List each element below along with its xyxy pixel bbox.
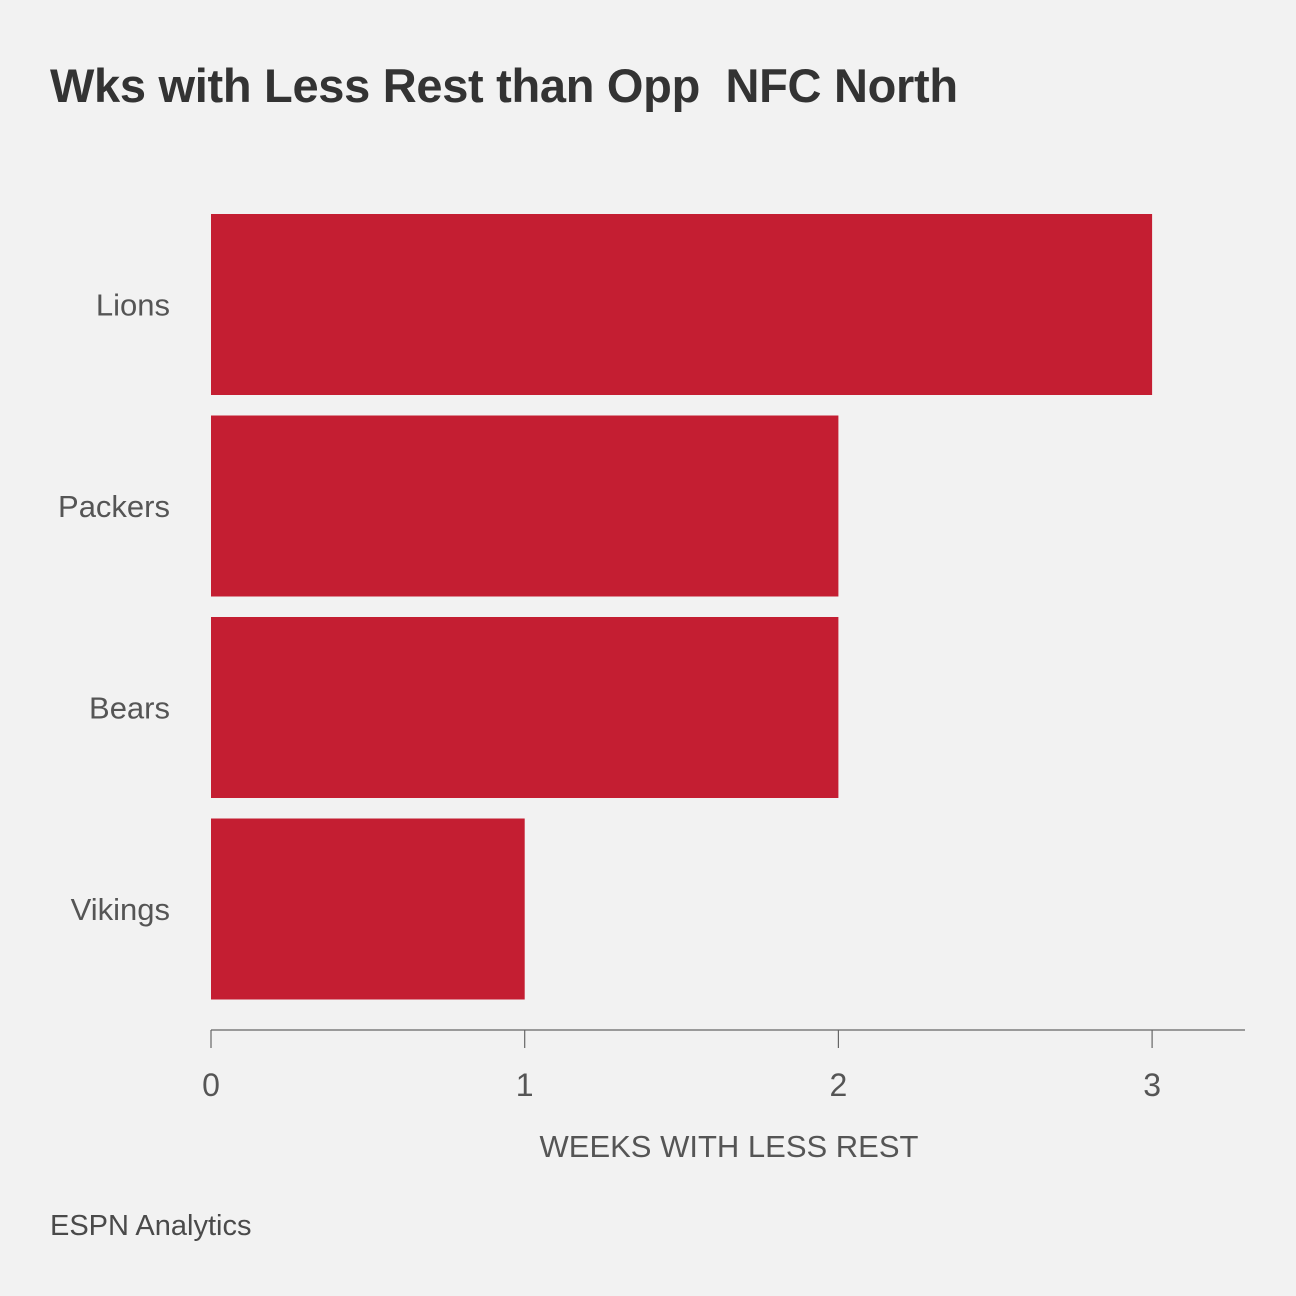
category-label-vikings: Vikings: [71, 892, 170, 927]
bar-vikings: [211, 818, 525, 1000]
chart-title: Wks with Less Rest than Opp NFC North: [50, 59, 958, 112]
x-tick-label: 0: [202, 1067, 220, 1103]
x-tick-label: 3: [1143, 1067, 1161, 1103]
source-note: ESPN Analytics: [50, 1210, 252, 1242]
category-label-bears: Bears: [89, 691, 170, 726]
category-label-packers: Packers: [58, 489, 170, 524]
x-tick-label: 1: [516, 1067, 534, 1103]
bar-lions: [211, 214, 1153, 395]
x-axis-title: WEEKS WITH LESS REST: [540, 1129, 919, 1164]
bars-layer: [211, 214, 1153, 1000]
x-tick-label: 2: [830, 1067, 848, 1103]
bar-packers: [211, 415, 839, 597]
category-labels: Lions Packers Bears Vikings: [58, 288, 170, 928]
category-label-lions: Lions: [96, 288, 170, 323]
bar-bears: [211, 617, 839, 798]
x-axis-ticks: 0 1 2 3: [202, 1030, 1161, 1103]
